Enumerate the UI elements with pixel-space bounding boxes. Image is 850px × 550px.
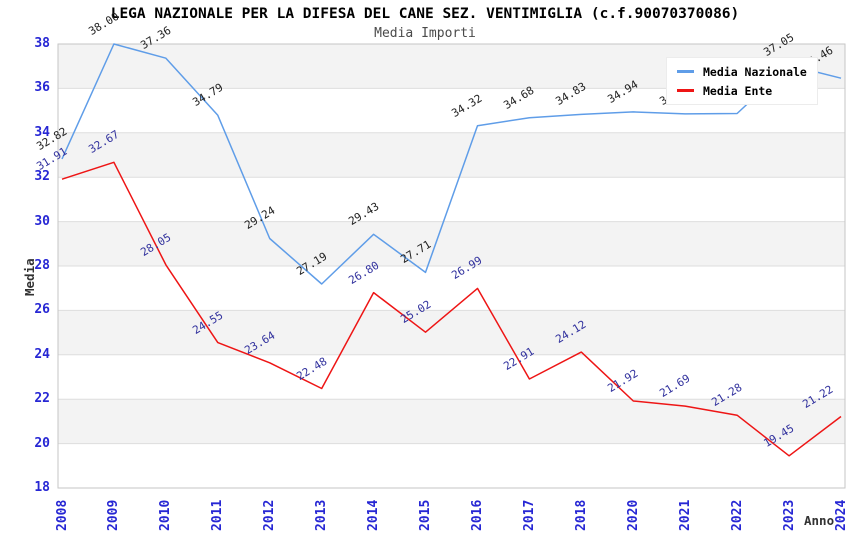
y-tick-label: 20 xyxy=(34,435,50,451)
x-tick-label: 2017 xyxy=(521,499,537,531)
x-tick-label: 2013 xyxy=(314,499,330,531)
x-tick-label: 2016 xyxy=(469,499,485,531)
plot-band xyxy=(58,132,845,178)
y-tick-label: 22 xyxy=(34,391,50,407)
x-tick-label: 2018 xyxy=(573,499,589,531)
media-ente-line-swatch xyxy=(677,89,694,92)
x-tick-label: 2021 xyxy=(677,499,693,531)
x-tick-label: 2023 xyxy=(781,499,797,531)
chart-subtitle: Media Importi xyxy=(374,26,476,41)
media-nazionale-line-swatch xyxy=(677,70,694,73)
chart-title: LEGA NAZIONALE PER LA DIFESA DEL CANE SE… xyxy=(110,6,740,22)
y-axis-title: Media xyxy=(22,258,37,296)
x-tick-label: 2024 xyxy=(833,499,849,531)
legend-label: Media Nazionale xyxy=(703,64,807,79)
y-tick-label: 26 xyxy=(34,302,50,318)
y-tick-label: 18 xyxy=(34,480,50,495)
x-tick-label: 2015 xyxy=(418,499,434,531)
line-media-ente xyxy=(61,161,842,457)
y-tick-label: 30 xyxy=(34,213,50,229)
y-tick-label: 36 xyxy=(34,80,50,96)
x-tick-label: 2008 xyxy=(54,499,70,531)
x-axis-title: Anno xyxy=(804,513,835,528)
y-tick-label: 34 xyxy=(34,124,50,140)
plot-band xyxy=(58,399,845,444)
x-tick-label: 2020 xyxy=(625,499,641,531)
x-tick-label: 2014 xyxy=(366,499,382,531)
x-tick-label: 2010 xyxy=(158,499,174,531)
y-tick-label: 24 xyxy=(34,346,50,362)
x-tick-label: 2012 xyxy=(262,499,278,531)
legend-label: Media Ente xyxy=(703,83,773,98)
x-tick-label: 2022 xyxy=(729,499,745,531)
plot-border xyxy=(57,43,846,489)
x-tick-label: 2009 xyxy=(106,499,122,531)
y-tick-label: 28 xyxy=(34,258,50,273)
y-tick-label: 38 xyxy=(34,36,50,51)
line-media-nazionale xyxy=(61,43,842,285)
legend-item-media-nazionale: Media Nazionale xyxy=(677,62,807,81)
legend-item-media-ente: Media Ente xyxy=(677,81,807,100)
x-tick-label: 2011 xyxy=(210,499,226,531)
plot-band xyxy=(58,310,845,355)
plot-band xyxy=(58,221,845,266)
legend: Media Nazionale Media Ente xyxy=(666,57,818,105)
y-tick-label: 32 xyxy=(34,169,50,185)
